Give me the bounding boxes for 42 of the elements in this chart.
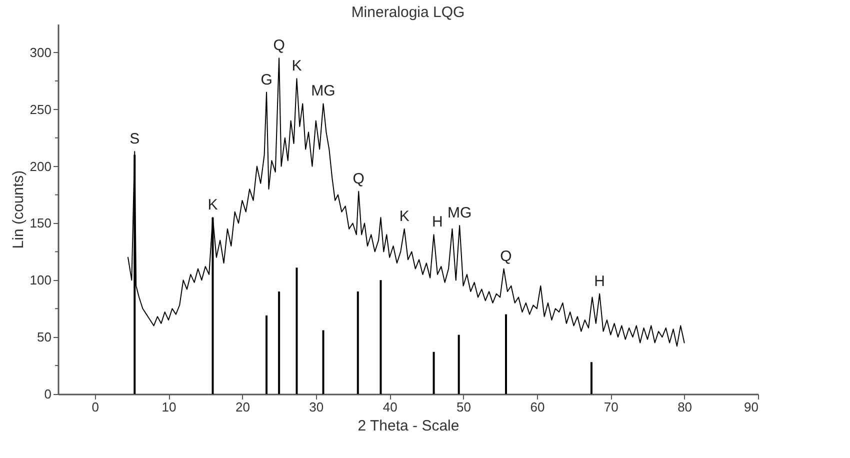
x-tick-label: 60 — [530, 400, 545, 414]
bar — [458, 334, 460, 394]
annotation: K — [399, 208, 410, 225]
x-axis-title: 2 Theta - Scale — [358, 418, 460, 434]
x-tick-label: 70 — [604, 400, 618, 414]
bar — [322, 330, 324, 394]
annotation: Q — [500, 248, 512, 265]
y-tick-label: 0 — [44, 386, 52, 402]
bar — [296, 268, 298, 394]
annotation: MG — [447, 204, 472, 222]
x-tick-label: 0 — [92, 400, 99, 414]
x-tick-label: 30 — [309, 400, 324, 414]
annotation: Q — [273, 37, 285, 54]
bar — [505, 314, 507, 394]
chart-title: Mineralogia LQG — [351, 4, 465, 21]
x-tick-label: 80 — [678, 400, 692, 414]
bar — [380, 280, 382, 394]
y-tick-label: 300 — [30, 44, 52, 60]
x-tick-label: 90 — [744, 400, 758, 414]
bar — [590, 362, 592, 394]
annotation: H — [594, 272, 605, 290]
annotation: MG — [311, 82, 336, 100]
y-tick-label: 250 — [30, 102, 52, 117]
annotation: K — [292, 58, 302, 75]
bar — [266, 315, 268, 394]
y-axis-title: Lin (counts) — [10, 170, 27, 249]
y-tick-label: 150 — [30, 216, 52, 231]
x-tick-label: 50 — [456, 400, 471, 414]
y-tick-label: 50 — [37, 330, 52, 345]
bar — [278, 292, 280, 394]
x-tick-label: 10 — [162, 400, 176, 414]
y-tick-label: 100 — [30, 272, 52, 288]
y-tick-label: 200 — [30, 158, 52, 174]
annotation: S — [130, 130, 140, 148]
annotation: H — [432, 214, 443, 231]
annotation: K — [208, 196, 218, 214]
x-tick-label: 20 — [235, 400, 250, 414]
bar — [356, 292, 359, 394]
annotation: Q — [352, 170, 364, 188]
bar — [432, 352, 435, 394]
x-tick-label: 40 — [382, 400, 398, 414]
annotation: G — [260, 71, 272, 88]
